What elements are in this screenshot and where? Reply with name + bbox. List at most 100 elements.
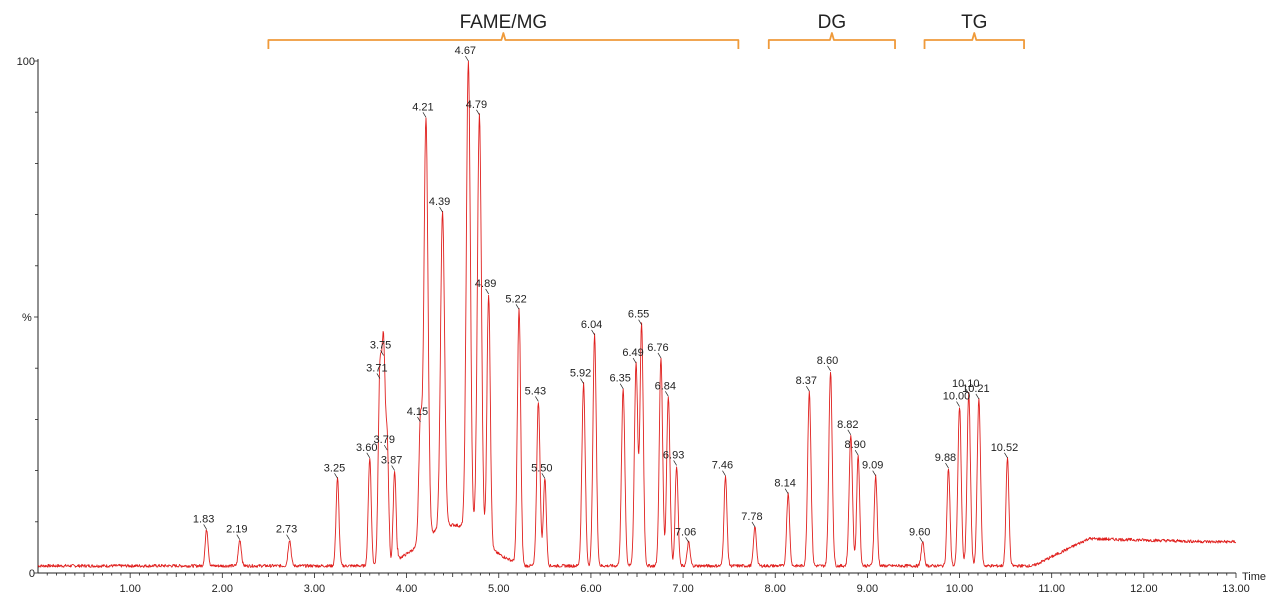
peak-label: 4.67 (455, 45, 476, 57)
peak-label: 9.88 (935, 452, 956, 464)
peak-leader (919, 537, 923, 543)
x-tick-label: 4.00 (396, 583, 417, 595)
peak-leader (380, 350, 384, 356)
x-tick-label: 13.00 (1222, 583, 1250, 595)
peak-label: 8.82 (837, 419, 858, 431)
x-tick-label: 9.00 (857, 583, 878, 595)
peak-label: 6.35 (609, 373, 630, 385)
peak-leader (383, 444, 388, 451)
peak-leader (632, 357, 637, 364)
peak-label: 6.55 (628, 309, 649, 321)
peak-leader (685, 537, 689, 543)
x-tick-label: 5.00 (488, 583, 509, 595)
peak-leader (619, 383, 624, 389)
peak-leader (854, 450, 859, 456)
peak-label: 10.10 (952, 378, 980, 390)
peak-leader (638, 319, 642, 325)
peak-label: 7.78 (741, 511, 762, 523)
peak-leader (422, 112, 427, 118)
peak-leader (515, 304, 520, 310)
peak-leader (751, 521, 756, 528)
peak-label: 10.21 (962, 383, 990, 395)
peak-leader (673, 460, 677, 466)
group-bracket (267, 32, 740, 49)
peak-leader (827, 365, 831, 371)
peak-leader (665, 391, 669, 397)
peak-leader (376, 373, 381, 379)
peak-leader (591, 329, 595, 336)
peak-label: 3.25 (324, 462, 345, 474)
peak-label: 6.93 (663, 449, 684, 461)
y-axis-title: % (22, 312, 32, 324)
peak-leader (476, 109, 480, 115)
peak-label: 5.50 (531, 462, 552, 474)
x-tick-label: 7.00 (672, 583, 693, 595)
peak-label: 6.76 (647, 342, 668, 354)
tick-marks: 1.00 2.00 3.00 4.00 5.00 6.00 7.00 8.00 9.00 10.0… (17, 56, 1250, 595)
peak-label: 4.15 (407, 406, 428, 418)
peak-leader (872, 470, 876, 476)
peak-label: 3.75 (370, 339, 391, 351)
peak-label: 9.09 (862, 460, 883, 472)
peak-leader (975, 393, 980, 400)
peak-leader (722, 470, 726, 476)
peak-leader (391, 465, 395, 471)
peak-leader (465, 55, 469, 62)
group-brackets: FAME/MG DG TG (267, 12, 1025, 49)
peak-leader (334, 473, 338, 479)
peak-leader (1004, 452, 1008, 458)
group-bracket (767, 32, 896, 49)
peak-leader (541, 473, 546, 479)
chromatogram-trace (37, 60, 1237, 568)
peak-leader (236, 534, 241, 540)
y-tick-label: 0 (29, 568, 35, 580)
peak-leader (784, 488, 789, 494)
peak-label: 2.73 (276, 524, 297, 536)
peak-label: 2.19 (226, 524, 247, 536)
x-tick-label: 2.00 (212, 583, 233, 595)
peak-label: 5.92 (570, 368, 591, 380)
peak-label: 8.37 (796, 375, 817, 387)
peak-leader (580, 378, 584, 384)
peak-label: 8.60 (817, 355, 838, 367)
x-tick-label: 6.00 (580, 583, 601, 595)
peak-leader (535, 396, 539, 402)
peak-label: 3.60 (356, 442, 377, 454)
peak-label: 3.87 (381, 455, 402, 467)
peak-leader (485, 288, 489, 295)
peak-leader (366, 452, 371, 458)
peak-label: 1.83 (193, 513, 214, 525)
group-label: FAME/MG (460, 12, 548, 33)
x-tick-label: 12.00 (1130, 583, 1158, 595)
peak-leader (965, 388, 970, 394)
x-tick-label: 10.00 (946, 583, 974, 595)
peak-label: 7.46 (712, 460, 733, 472)
peak-label: 7.06 (675, 526, 696, 538)
group-bracket (923, 32, 1025, 49)
peak-leader (945, 462, 949, 469)
peak-leader (203, 524, 207, 530)
peak-label: 6.04 (581, 319, 602, 331)
peak-label: 4.89 (475, 278, 496, 290)
peak-labels: 1.83 2.19 2.73 3.25 3.60 3.71 3.75 3.79 3.87 4.15… (193, 45, 1018, 543)
peak-leader (286, 534, 290, 540)
group-label: DG (818, 12, 847, 33)
x-tick-label: 8.00 (765, 583, 786, 595)
peak-label: 3.79 (374, 434, 395, 446)
peak-label: 5.22 (505, 293, 526, 305)
x-axis-title: Time (1242, 571, 1266, 583)
peak-label: 5.43 (525, 385, 546, 397)
peak-label: 3.71 (366, 362, 387, 374)
peak-label: 4.21 (412, 101, 433, 113)
peak-label: 10.00 (943, 391, 971, 403)
x-tick-label: 1.00 (119, 583, 140, 595)
peak-label: 4.79 (466, 99, 487, 111)
peak-label: 8.14 (774, 478, 795, 490)
y-tick-label: 100 (17, 56, 35, 68)
x-tick-label: 3.00 (304, 583, 325, 595)
peak-leader (417, 416, 421, 423)
peak-label: 8.90 (844, 439, 865, 451)
peak-leader (806, 386, 810, 392)
peak-label: 9.60 (909, 526, 930, 538)
